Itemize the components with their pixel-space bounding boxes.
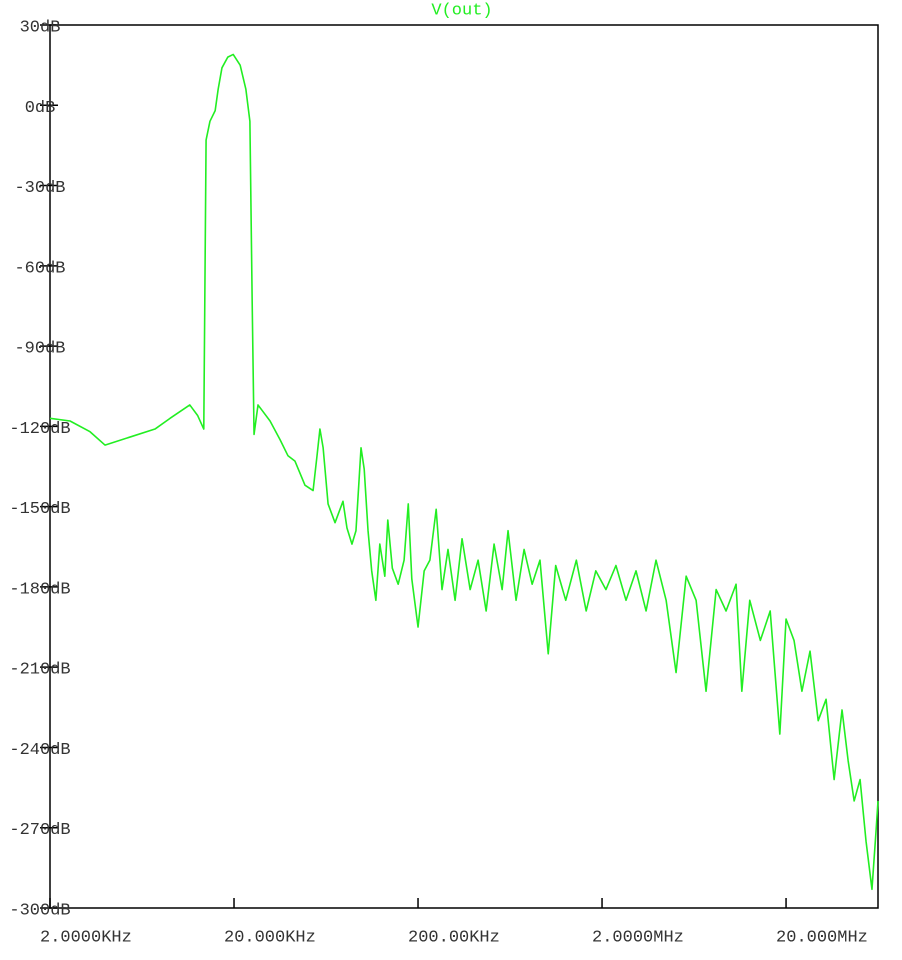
- chart-title: V(out): [431, 1, 492, 20]
- y-tick-label: 0dB: [25, 99, 56, 118]
- y-tick-label: -300dB: [9, 901, 70, 920]
- y-tick-label: -150dB: [9, 500, 70, 519]
- x-tick-label: 200.00KHz: [408, 928, 500, 947]
- y-tick-label: -120dB: [9, 420, 70, 439]
- data-line: [49, 53, 879, 891]
- y-tick-label: -240dB: [9, 741, 70, 760]
- x-tick-label: 2.0000KHz: [40, 928, 132, 947]
- y-tick-label: -30dB: [14, 179, 65, 198]
- y-tick-label: -60dB: [14, 259, 65, 278]
- y-tick-label: -90dB: [14, 340, 65, 359]
- plot-frame: [49, 24, 879, 909]
- x-tick-label: 2.0000MHz: [592, 928, 684, 947]
- x-tick-label: 20.000KHz: [224, 928, 316, 947]
- y-tick-label: -180dB: [9, 580, 70, 599]
- y-tick-label: 30dB: [20, 18, 61, 37]
- y-tick-label: -270dB: [9, 821, 70, 840]
- x-tick-label: 20.000MHz: [776, 928, 868, 947]
- y-tick-label: -210dB: [9, 661, 70, 680]
